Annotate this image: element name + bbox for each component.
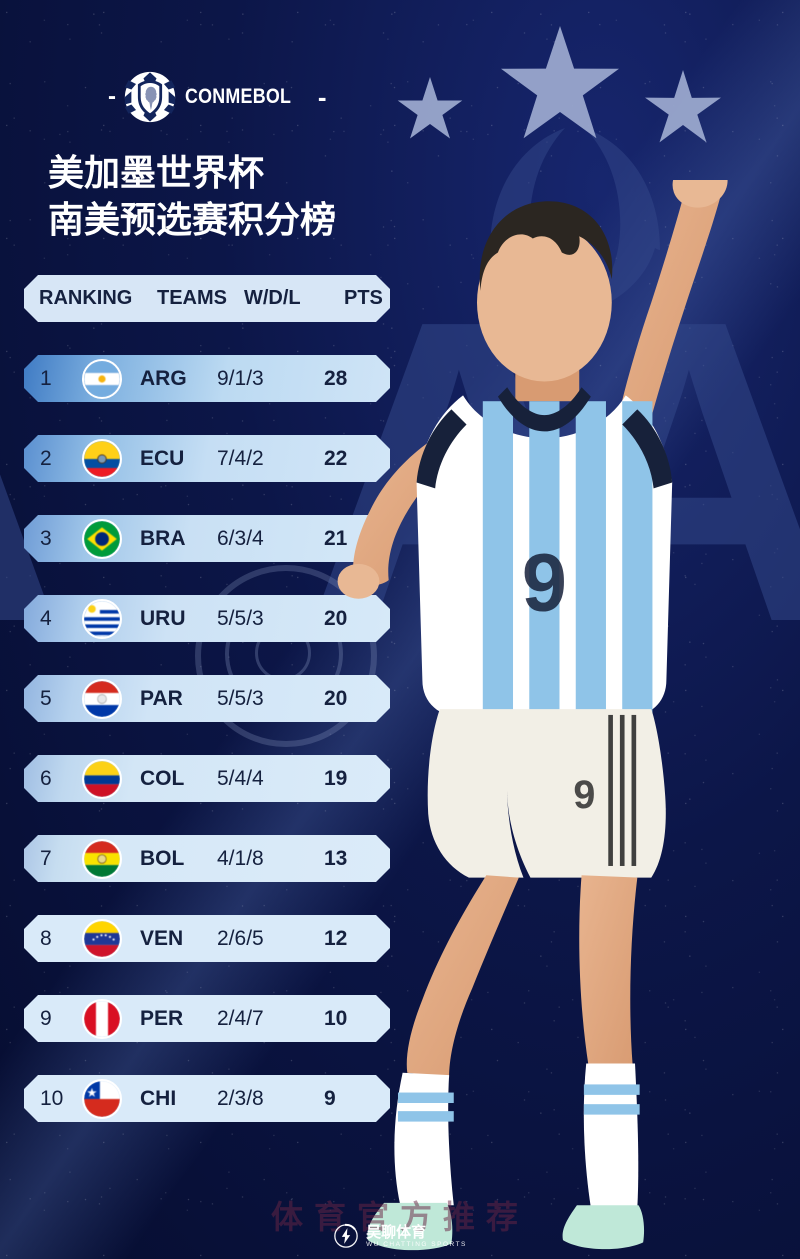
svg-text:9: 9 bbox=[522, 537, 567, 628]
svg-text:9: 9 bbox=[573, 773, 595, 817]
